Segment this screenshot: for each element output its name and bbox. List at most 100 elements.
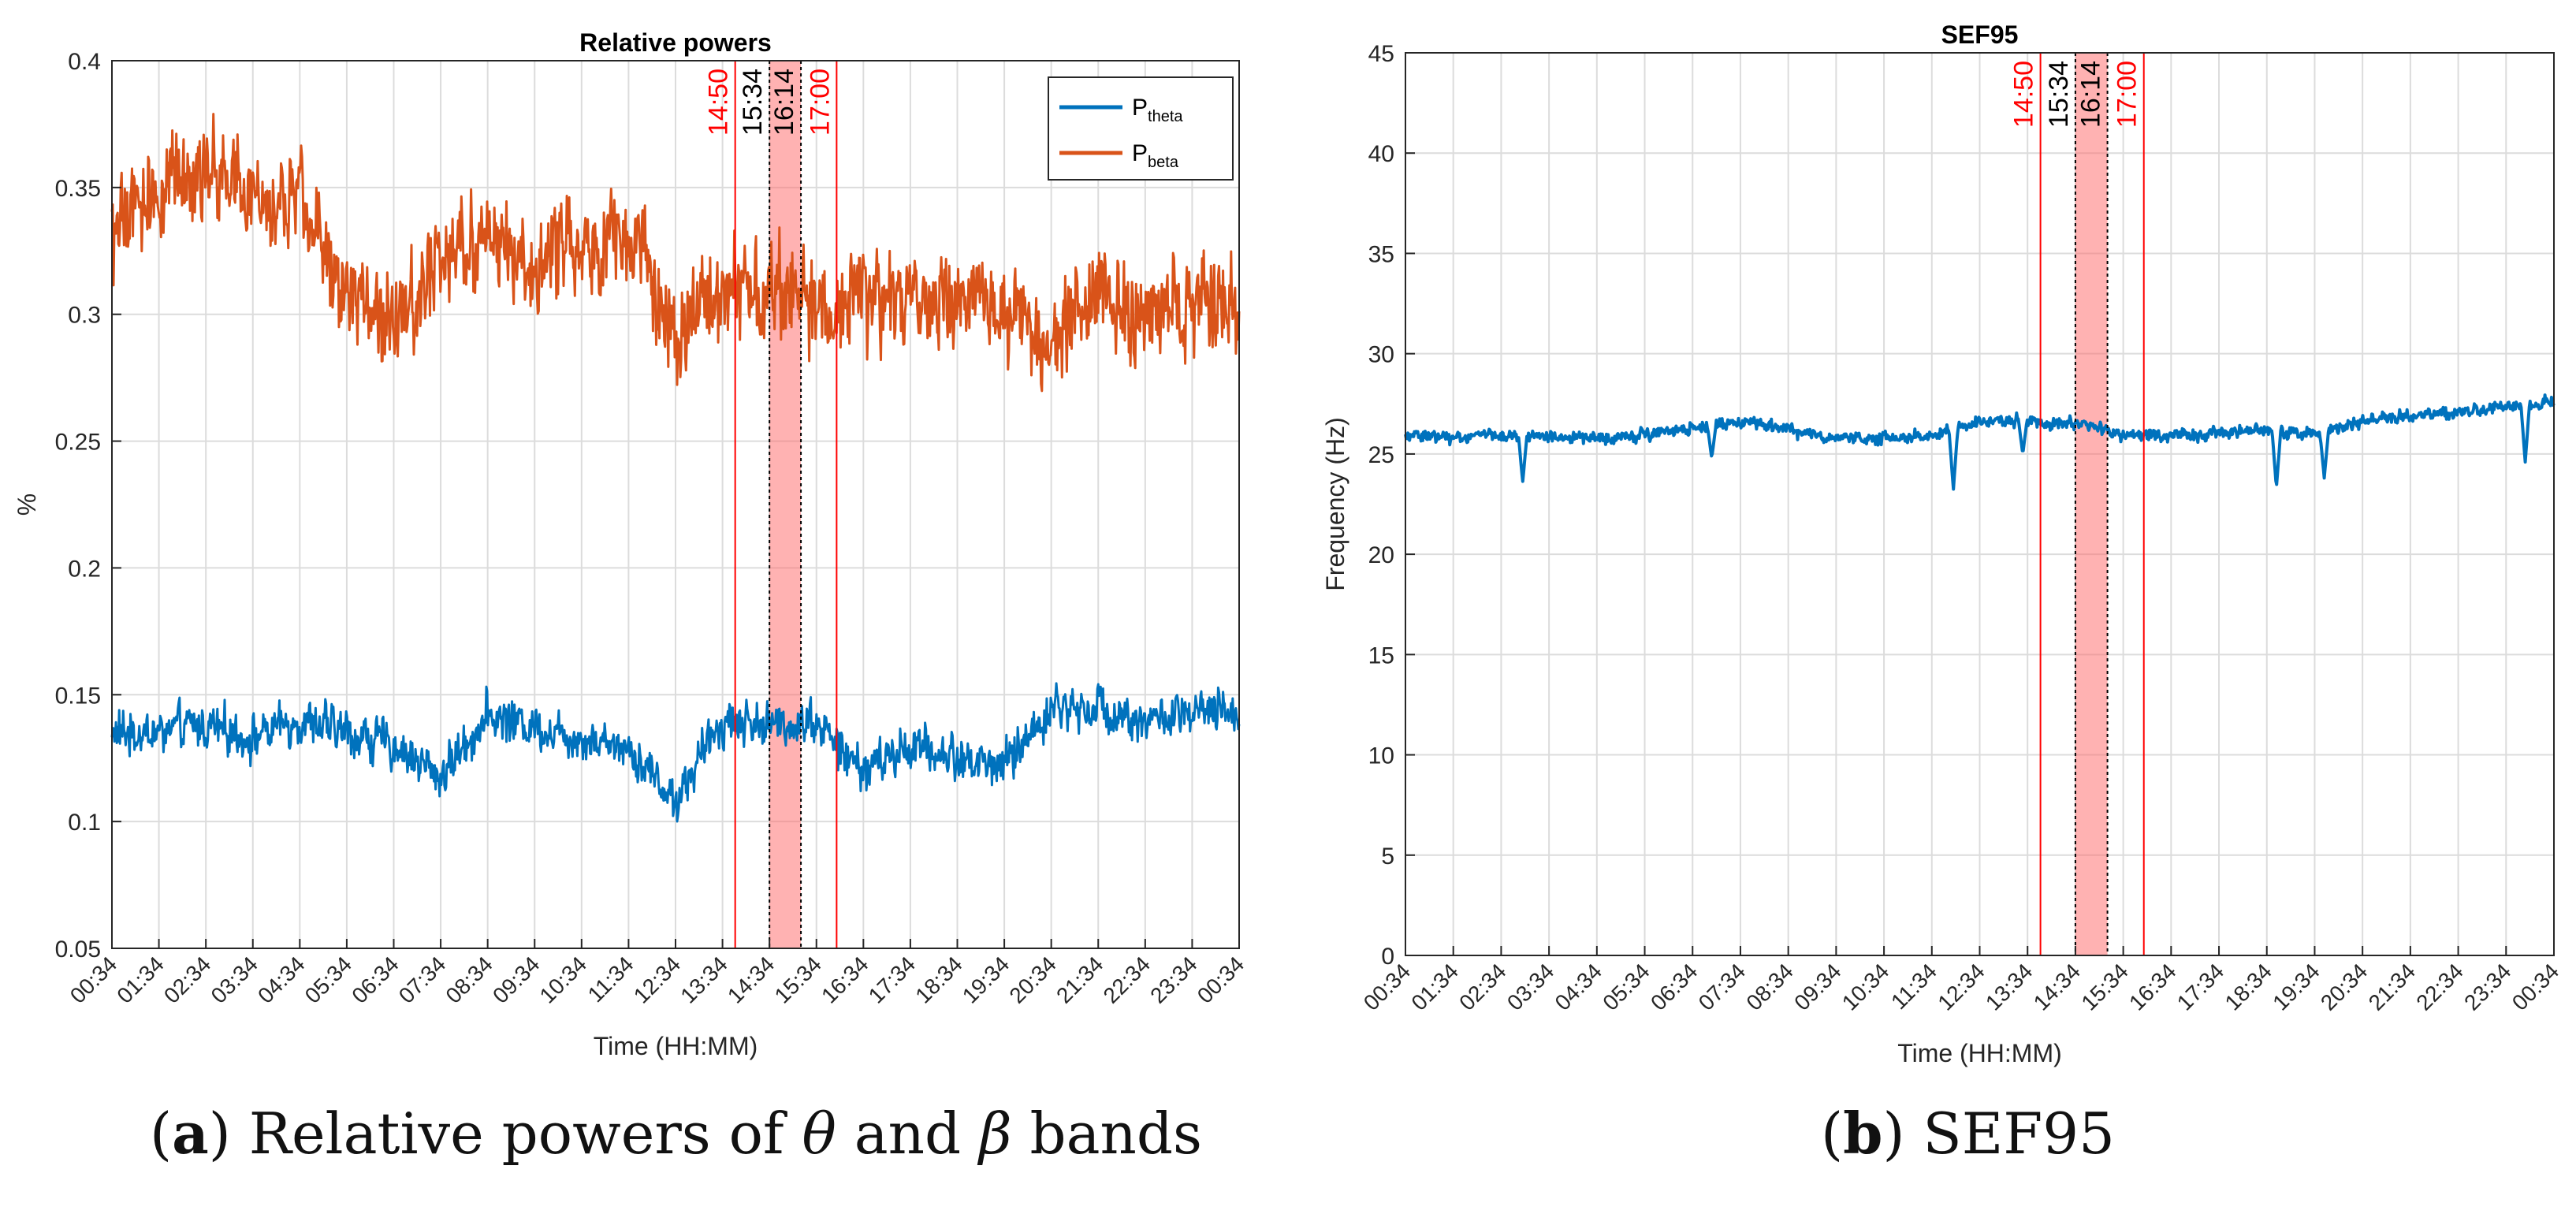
- b-xtick-label: 02:34: [1454, 959, 1510, 1015]
- b-ylabel: Frequency (Hz): [1321, 417, 1349, 591]
- a-xtick-label: 09:34: [488, 951, 544, 1007]
- a-xtick-label: 15:34: [770, 951, 826, 1007]
- b-xtick-label: 01:34: [1406, 959, 1462, 1015]
- a-xtick-label: 14:34: [723, 951, 779, 1007]
- a-marker-label: 15:34: [738, 69, 768, 136]
- a-xtick-label: 07:34: [394, 951, 450, 1007]
- a-xtick-label: 22:34: [1099, 951, 1155, 1007]
- caption-b: (b) SEF95: [1821, 1100, 2115, 1167]
- b-xtick-label: 05:34: [1598, 959, 1654, 1015]
- a-xtick-label: 11:34: [583, 951, 638, 1007]
- b-xtick-label: 23:34: [2459, 959, 2515, 1015]
- a-xtick-label: 01:34: [112, 951, 168, 1007]
- b-ytick-label: 30: [1368, 342, 1394, 368]
- caption-b-label: b: [1843, 1100, 1883, 1167]
- b-xtick-label: 20:34: [2316, 959, 2372, 1015]
- a-ytick-label: 0.1: [68, 810, 101, 836]
- b-shaded-interval: [2075, 53, 2108, 955]
- b-marker-label: 14:50: [2009, 61, 2039, 128]
- a-xtick-label: 05:34: [300, 951, 356, 1007]
- panel-b-sef95: 14:50 15:34 16:14 17:0005101520253035404500…: [1321, 20, 2563, 1067]
- b-xtick-label: 00:34: [2507, 959, 2563, 1015]
- a-ytick-label: 0.3: [68, 303, 101, 329]
- b-xtick-label: 18:34: [2220, 959, 2276, 1015]
- b-title: SEF95: [1941, 20, 2019, 49]
- a-ytick-label: 0.25: [55, 430, 101, 456]
- b-xtick-label: 07:34: [1694, 959, 1750, 1015]
- b-xtick-label: 09:34: [1789, 959, 1845, 1015]
- b-ytick-label: 25: [1368, 442, 1394, 468]
- b-marker-label: 17:00: [2113, 61, 2142, 128]
- a-xlabel: Time (HH:MM): [594, 1032, 758, 1060]
- b-ytick-label: 45: [1368, 41, 1394, 67]
- a-marker-label: 14:50: [704, 69, 734, 136]
- b-ytick-label: 40: [1368, 141, 1394, 167]
- b-marker-label: 15:34: [2044, 61, 2074, 128]
- a-ytick-label: 0.2: [68, 556, 101, 582]
- b-xtick-label: 03:34: [1502, 959, 1558, 1015]
- b-xtick-label: 12:34: [1933, 959, 1989, 1015]
- b-xtick-label: 16:34: [2124, 959, 2180, 1015]
- b-series-sef95: [1404, 393, 2556, 491]
- a-xtick-label: 13:34: [676, 951, 731, 1007]
- a-series-p-theta: [110, 682, 1241, 823]
- b-xlabel: Time (HH:MM): [1897, 1039, 2062, 1067]
- b-xtick-label: 22:34: [2411, 959, 2467, 1015]
- a-xtick-label: 10:34: [535, 951, 591, 1007]
- b-xtick-label: 04:34: [1550, 959, 1606, 1015]
- legend-box: [1048, 76, 1234, 181]
- b-xtick-label: 17:34: [2172, 959, 2228, 1015]
- a-xtick-label: 06:34: [347, 951, 403, 1007]
- b-xtick-label: 19:34: [2268, 959, 2324, 1015]
- a-ylabel: %: [13, 493, 41, 516]
- a-xtick-label: 00:34: [1193, 951, 1249, 1007]
- b-xtick-label: 14:34: [2029, 959, 2085, 1015]
- a-xtick-label: 04:34: [253, 951, 309, 1007]
- b-xtick-label: 11:34: [1886, 959, 1941, 1014]
- a-xtick-label: 02:34: [159, 951, 215, 1007]
- b-xtick-label: 06:34: [1646, 959, 1702, 1015]
- caption-a-text-3: bands: [1011, 1100, 1202, 1167]
- caption-a-theta: θ: [802, 1100, 836, 1167]
- a-xtick-label: 08:34: [441, 951, 497, 1007]
- a-marker-label: 17:00: [805, 69, 835, 136]
- a-xtick-label: 18:34: [910, 951, 966, 1007]
- b-ytick-label: 10: [1368, 743, 1394, 769]
- caption-a-text-1: Relative powers of: [230, 1100, 802, 1167]
- b-ytick-label: 35: [1368, 241, 1394, 267]
- a-xtick-label: 19:34: [958, 951, 1014, 1007]
- legend-label-theta: Ptheta: [1132, 95, 1183, 125]
- b-xtick-label: 10:34: [1837, 959, 1893, 1015]
- a-xtick-label: 16:34: [817, 951, 873, 1007]
- caption-a-label: a: [172, 1100, 209, 1167]
- b-ytick-label: 5: [1381, 843, 1394, 870]
- b-xtick-label: 08:34: [1741, 959, 1797, 1015]
- panel-a-relative-powers: 14:50 15:34 16:14 17:000.050.10.150.20.250.…: [13, 28, 1249, 1060]
- a-title: Relative powers: [579, 28, 772, 57]
- a-xtick-label: 21:34: [1052, 951, 1107, 1007]
- a-ytick-label: 0.4: [68, 49, 101, 75]
- a-legend: Ptheta Pbeta: [1048, 76, 1234, 181]
- a-series-p-beta: [110, 113, 1241, 393]
- caption-a-beta: β: [978, 1100, 1012, 1167]
- b-xtick-label: 15:34: [2076, 959, 2132, 1015]
- b-ytick-label: 20: [1368, 542, 1394, 568]
- a-xtick-label: 23:34: [1145, 951, 1201, 1007]
- a-ytick-label: 0.15: [55, 683, 101, 709]
- a-marker-label: 16:14: [769, 69, 799, 136]
- b-ytick-label: 0: [1381, 944, 1394, 970]
- a-xtick-label: 20:34: [1004, 951, 1060, 1007]
- a-shaded-interval: [769, 61, 802, 948]
- a-ytick-label: 0.35: [55, 176, 101, 202]
- caption-a: (a) Relative powers of θ and β bands: [150, 1100, 1202, 1167]
- a-xtick-label: 12:34: [629, 951, 685, 1007]
- b-ytick-label: 15: [1368, 642, 1394, 668]
- caption-b-text: SEF95: [1904, 1100, 2115, 1167]
- caption-a-text-2: and: [836, 1100, 979, 1167]
- b-xtick-label: 21:34: [2364, 959, 2420, 1015]
- legend-label-beta: Pbeta: [1132, 140, 1179, 171]
- a-xtick-label: 17:34: [864, 951, 920, 1007]
- b-xtick-label: 13:34: [1981, 959, 2037, 1015]
- b-marker-label: 16:14: [2076, 61, 2106, 128]
